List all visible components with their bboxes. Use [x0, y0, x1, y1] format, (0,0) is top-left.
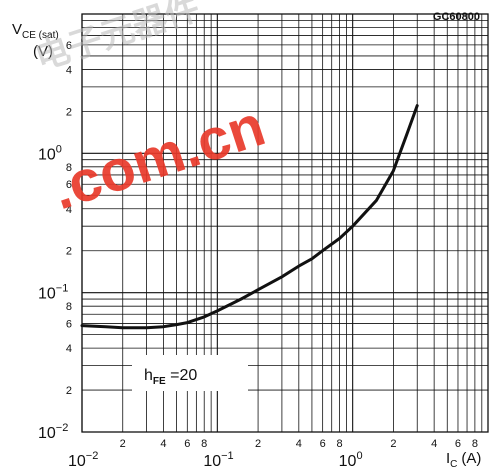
- x-tick-label: 8: [472, 438, 478, 450]
- x-tick-label: 2: [120, 438, 126, 450]
- y-tick-label: 2: [66, 385, 72, 397]
- svg-text:hFE =20: hFE =20: [144, 367, 197, 387]
- x-tick-label: 2: [390, 438, 396, 450]
- plot-frame: [81, 13, 489, 433]
- y-tick-label: 8: [66, 301, 72, 313]
- x-tick-label: 8: [201, 438, 207, 450]
- y-axis-title-main: V: [12, 21, 22, 38]
- y-tick-label: 6: [66, 179, 72, 191]
- x-tick-label: 6: [184, 438, 190, 450]
- y-tick-label: 2: [66, 246, 72, 258]
- x-decade-label: 10−2: [68, 450, 98, 470]
- y-tick-label: 6: [66, 319, 72, 331]
- hfe-annotation-value: =20: [166, 367, 198, 384]
- x-tick-label: 4: [160, 438, 166, 450]
- y-axis-title-sub: CE (sat): [22, 30, 59, 41]
- vce-sat-curve: [80, 104, 419, 330]
- curve-layer: [80, 104, 419, 330]
- figure-code: GC60800: [433, 11, 480, 23]
- y-tick-label: 2: [66, 106, 72, 118]
- hfe-annotation-sub: FE: [153, 376, 166, 387]
- x-axis-title: IC (A): [446, 450, 481, 470]
- x-tick-label: 6: [455, 438, 461, 450]
- grid: [81, 13, 489, 433]
- x-decade-label: 10−1: [203, 450, 233, 470]
- x-tick-label: 4: [431, 438, 437, 450]
- x-decade-label: 100: [339, 450, 363, 470]
- y-tick-label: 4: [66, 343, 72, 355]
- svg-text:VCE (sat): VCE (sat): [12, 21, 59, 41]
- hfe-annotation-main: h: [144, 367, 153, 384]
- x-axis-title-sub: C: [450, 459, 457, 470]
- y-decade-label: 10−2: [38, 422, 68, 442]
- y-decade-label: 100: [38, 143, 62, 163]
- hfe-annotation: hFE =20: [132, 355, 248, 391]
- watermark-cjk: 电子元器件: [30, 0, 204, 79]
- x-axis-unit: (A): [461, 450, 481, 467]
- y-axis-unit: (V): [33, 43, 53, 60]
- y-tick-label: 6: [66, 40, 72, 52]
- x-axis-title-main: I: [446, 450, 450, 467]
- y-decade-label: 10−1: [38, 283, 68, 303]
- hfe-annotation-box: [132, 355, 248, 391]
- y-tick-label: 8: [66, 162, 72, 174]
- y-tick-label: 4: [66, 204, 72, 216]
- x-tick-label: 2: [255, 438, 261, 450]
- x-tick-label: 4: [296, 438, 302, 450]
- watermark-domain: .com.cn: [44, 93, 273, 223]
- y-tick-label: 4: [66, 64, 72, 76]
- x-tick-label: 8: [336, 438, 342, 450]
- x-tick-label: 6: [320, 438, 326, 450]
- y-axis-title: VCE (sat) (V): [12, 21, 59, 60]
